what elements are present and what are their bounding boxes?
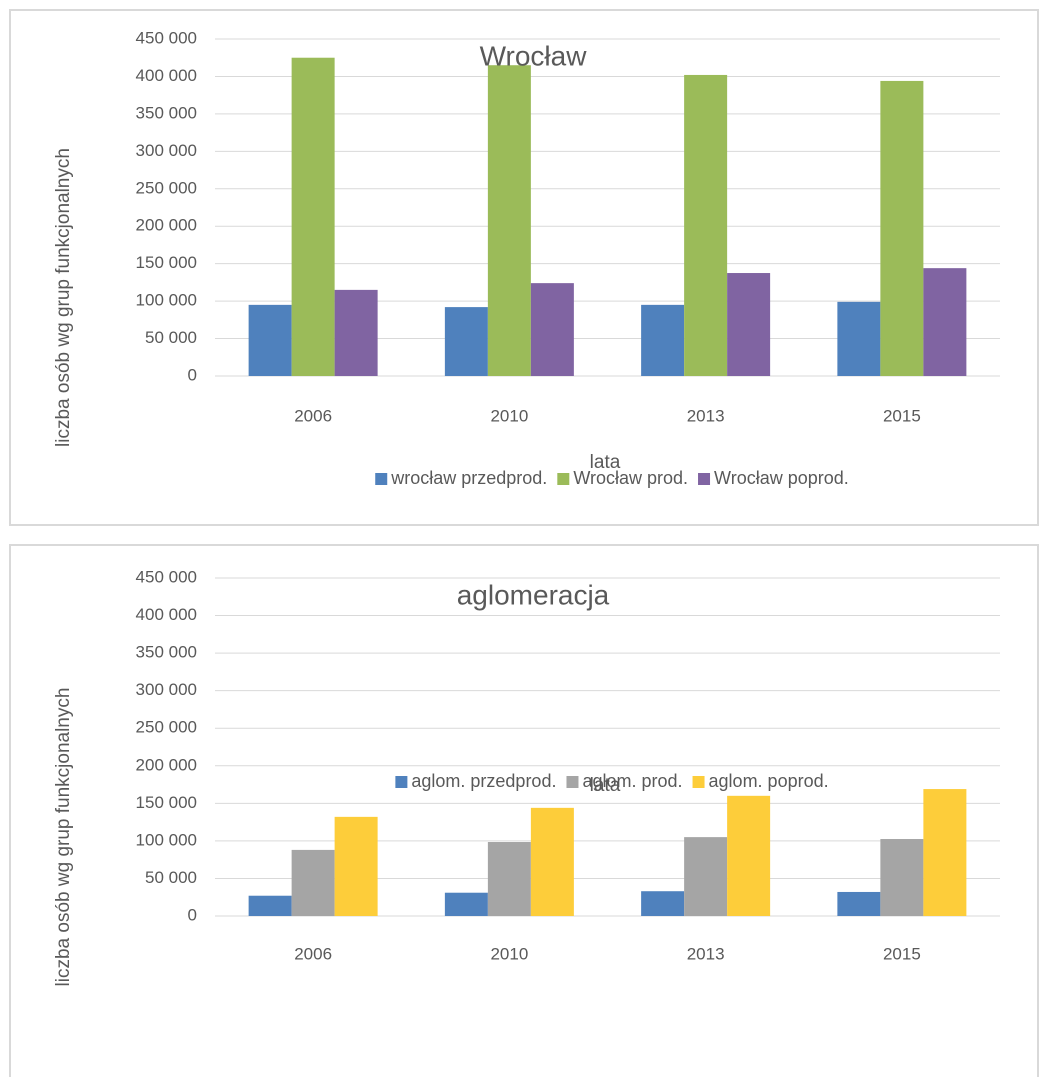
y-tick-label: 50 000	[145, 868, 197, 887]
bar	[444, 892, 488, 916]
bar	[923, 789, 967, 916]
y-tick-label: 100 000	[136, 830, 197, 849]
y-tick-label: 0	[188, 905, 197, 924]
x-tick-label: 2013	[687, 944, 725, 963]
y-axis-label: liczba osób wg grup funkcjonalnych	[53, 148, 74, 447]
bar	[530, 283, 574, 376]
legend-label: aglom. prod.	[582, 771, 682, 791]
bar	[248, 895, 292, 916]
bar	[684, 74, 728, 377]
bar	[334, 816, 378, 916]
bar	[837, 891, 881, 916]
legend-label: aglom. poprod.	[709, 771, 829, 791]
y-tick-label: 300 000	[136, 141, 197, 160]
y-tick-label: 150 000	[136, 253, 197, 272]
x-axis-label: lata	[590, 775, 621, 796]
bar	[923, 268, 967, 376]
y-tick-label: 200 000	[136, 755, 197, 774]
bar	[727, 273, 771, 376]
legend-swatch	[375, 473, 388, 485]
bar	[880, 80, 924, 376]
x-tick-label: 2013	[687, 406, 725, 425]
legend-swatch	[557, 473, 570, 485]
legend-label: wrocław przedprod.	[390, 468, 547, 488]
y-tick-label: 100 000	[136, 291, 197, 310]
legend-swatch	[692, 776, 705, 788]
bar	[837, 301, 881, 376]
legend-swatch	[698, 473, 711, 485]
y-tick-label: 350 000	[136, 643, 197, 662]
x-tick-label: 2010	[490, 944, 528, 963]
y-tick-label: 350 000	[136, 103, 197, 122]
y-tick-label: 450 000	[136, 567, 197, 586]
x-tick-label: 2015	[883, 406, 921, 425]
bar	[487, 842, 531, 916]
bar	[530, 807, 574, 916]
y-tick-label: 250 000	[136, 178, 197, 197]
bar	[487, 65, 531, 376]
x-tick-label: 2006	[294, 944, 332, 963]
legend-label: aglom. przedprod.	[411, 771, 556, 791]
y-tick-label: 200 000	[136, 216, 197, 235]
bar	[334, 289, 378, 376]
bar	[248, 304, 292, 376]
legend-label: Wrocław prod.	[573, 468, 688, 488]
bar	[444, 307, 488, 376]
bar	[684, 837, 728, 916]
y-tick-label: 250 000	[136, 718, 197, 737]
y-tick-label: 400 000	[136, 66, 197, 85]
y-tick-label: 450 000	[136, 28, 197, 47]
x-axis-label: lata	[590, 452, 621, 473]
legend-swatch	[395, 776, 408, 788]
bar	[291, 849, 335, 916]
chart-title: aglomeracja	[457, 579, 610, 610]
legend-swatch	[566, 776, 579, 788]
x-tick-label: 2010	[490, 406, 528, 425]
y-tick-label: 400 000	[136, 605, 197, 624]
bar	[641, 304, 685, 376]
bar	[641, 891, 685, 916]
chart-frame	[9, 544, 1039, 1077]
y-tick-label: 0	[188, 365, 197, 384]
y-axis-label: liczba osób wg grup funkcjonalnych	[53, 688, 74, 987]
bar	[727, 795, 771, 916]
legend-label: Wrocław poprod.	[714, 468, 849, 488]
chart-title: Wrocław	[480, 40, 588, 71]
x-tick-label: 2015	[883, 944, 921, 963]
bar	[291, 57, 335, 376]
x-tick-label: 2006	[294, 406, 332, 425]
y-tick-label: 50 000	[145, 328, 197, 347]
y-tick-label: 300 000	[136, 680, 197, 699]
y-tick-label: 150 000	[136, 793, 197, 812]
bar	[880, 839, 924, 916]
